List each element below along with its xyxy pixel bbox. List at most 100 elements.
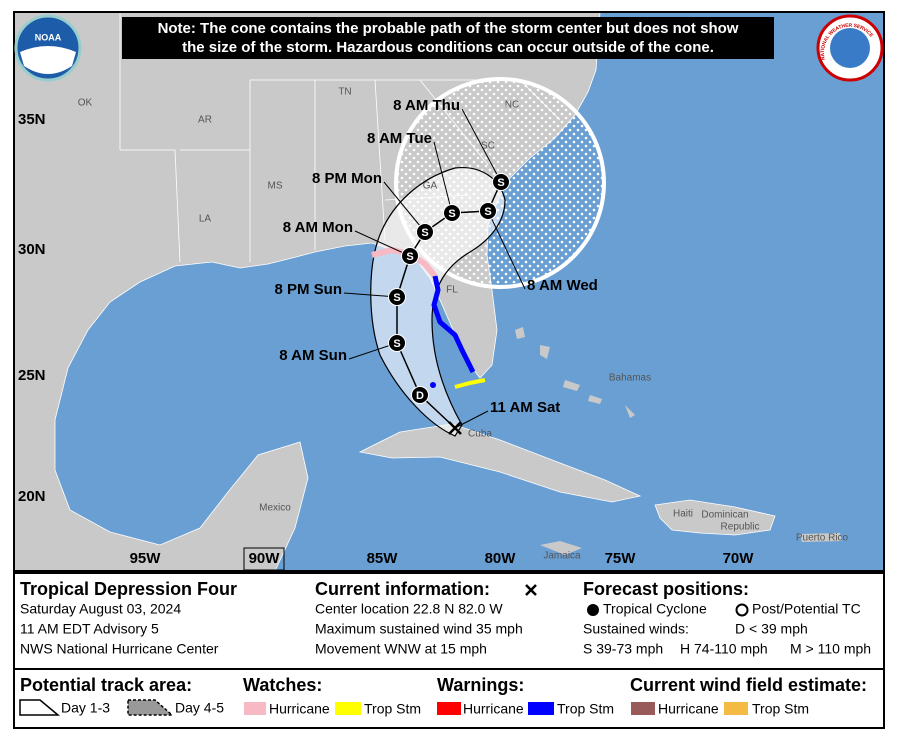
forecast-point [388,334,406,352]
legend-watches-heading: Watches: [243,675,322,695]
watch-trop-storm [454,378,486,389]
forecast-track: 11 AM Sat D 8 AM Sun S 8 PM Sun S 8 AM Mon S 8 P… [274,97,598,435]
watch-ts-swatch [335,702,361,715]
info-movement: Movement WNW at 15 mph [315,641,487,657]
place-label: Republic [721,522,760,533]
place-label: Dominican [701,510,748,521]
land-puerto-rico [800,533,842,542]
cone-day-1-3 [370,166,506,437]
leader-line [433,141,453,214]
forecast-time: 8 AM Mon [283,219,353,236]
place-label: Haiti [673,509,693,520]
forecast-heading: Forecast positions: [583,579,749,599]
lon-label: 95W [130,550,162,567]
forecast-symbol: S [497,177,504,189]
m-range: M > 110 mph [790,641,871,657]
info-office: NWS National Hurricane Center [20,641,219,657]
nws-logo-inner [830,28,870,68]
place-label: FL [446,285,458,296]
place-label: SC [481,141,495,152]
forecast-symbol: S [393,338,400,350]
lat-label: 35N [18,111,46,128]
lat-label: 20N [18,488,46,505]
place-label: Jamaica [543,551,581,562]
land-hispaniola [654,499,776,536]
h-range: H 74-110 mph [680,641,768,657]
info-wind: Maximum sustained wind 35 mph [315,621,523,637]
place-label: GA [423,181,438,192]
place-label: NC [505,100,519,111]
current-icon [525,584,537,596]
note-box [122,17,774,59]
legend-track-heading: Potential track area: [20,675,192,695]
ptc-label: Post/Potential TC [752,601,861,617]
forecast-time: 8 AM Tue [367,130,432,147]
map: OK AR TN NC SC GA MS LA FL Bahamas Cuba Mexico Haiti… [14,12,884,571]
day45-icon [127,699,174,716]
sustained-label: Sustained winds: [583,621,689,637]
storm-title: Tropical Depression Four [20,579,237,599]
forecast-time: 8 PM Mon [312,170,382,187]
lon-box [243,547,285,571]
forecast-point [401,247,419,265]
forecast-point [479,202,497,220]
legend-warnings-heading: Warnings: [437,675,524,695]
leader-line [454,410,489,429]
note-line: the size of the storm. Hazardous conditi… [182,39,714,56]
tc-label: Tropical Cyclone [603,601,707,617]
leader-line [461,108,502,183]
note-line: Note: The cone contains the probable pat… [158,20,739,37]
forecast-point [388,288,406,306]
forecast-time: 8 PM Sun [274,281,342,298]
forecast-point [443,204,461,222]
current-position [448,421,462,435]
forecast-symbol: S [421,227,428,239]
day45-label: Day 4-5 [175,700,224,716]
current-heading: Current information: [315,579,490,599]
lon-label: 80W [485,550,517,567]
place-label: Mexico [259,503,291,514]
forecast-time: 8 AM Wed [527,277,598,294]
forecast-time: 8 AM Thu [393,97,460,114]
wf-hurricane-label: Hurricane [658,701,719,717]
ptc-icon [735,603,749,617]
map-frame [13,11,885,572]
forecast-symbol: S [448,208,455,220]
watch-hurricane-swatch [244,702,266,715]
warn-hurricane-label: Hurricane [463,701,524,717]
warn-hurricane-swatch [437,702,461,715]
forecast-point [411,386,429,404]
land-jamaica [540,541,582,555]
place-label: AR [198,115,212,126]
place-label: TN [338,87,351,98]
place-labels: OK AR TN NC SC GA MS LA FL Bahamas Cuba Mexico Haiti… [78,87,849,562]
noaa-logo-wave [20,46,76,74]
lon-label: 85W [367,550,399,567]
lat-label: 30N [18,241,46,258]
place-label: Cuba [468,429,492,440]
legend-windfield-heading: Current wind field estimate: [630,675,867,695]
lon-label: 90W [249,550,281,567]
leader-line [354,230,411,257]
warn-ts-label: Trop Stm [557,701,614,717]
forecast-symbol: S [484,206,491,218]
info-center: Center location 22.8 N 82.0 W [315,601,503,617]
forecast-point [416,223,434,241]
d-range: D < 39 mph [735,621,808,637]
lat-label: 25N [18,367,46,384]
forecast-point [492,173,510,191]
warn-ts-swatch [528,702,554,715]
place-label: Puerto Rico [796,533,849,544]
info-advisory: 11 AM EDT Advisory 5 [20,621,159,637]
wf-ts-label: Trop Stm [752,701,809,717]
place-label: LA [199,214,212,225]
forecast-time: 8 AM Sun [279,347,347,364]
watch-hurricane-label: Hurricane [269,701,330,717]
warning-trop-storm [431,275,476,374]
day13-icon [19,699,61,716]
wind-dot [430,382,436,388]
land-bahamas [515,327,635,418]
wf-ts-swatch [724,702,748,715]
grid-labels: 35N 30N 25N 20N 95W 90W 85W 80W 75W 70W [18,111,754,567]
